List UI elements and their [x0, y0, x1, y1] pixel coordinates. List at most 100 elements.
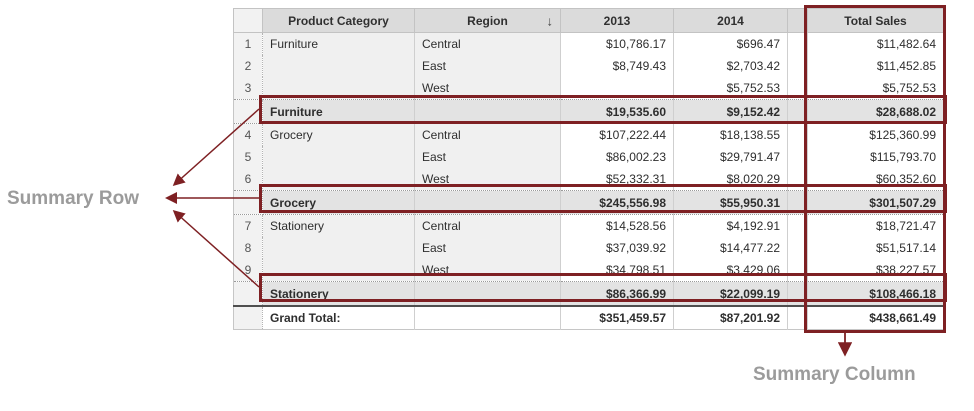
cell-region[interactable]: West: [414, 259, 561, 282]
cell-category[interactable]: [262, 259, 415, 282]
cell-category[interactable]: [262, 146, 415, 168]
row-number[interactable]: 1: [233, 32, 263, 55]
cell-total[interactable]: $60,352.60: [807, 168, 944, 191]
cell-category[interactable]: Grocery: [262, 123, 415, 146]
row-number: [233, 305, 263, 330]
column-header-2013[interactable]: 2013: [560, 8, 674, 33]
grand-total-label[interactable]: Grand Total:: [262, 305, 415, 330]
summary-row-grocery: Grocery $245,556.98 $55,950.31 $301,507.…: [233, 190, 944, 215]
spacer-cell: [787, 123, 808, 146]
cell-category[interactable]: [262, 55, 415, 77]
summary-2013[interactable]: $245,556.98: [560, 190, 674, 215]
cell-total[interactable]: $11,482.64: [807, 32, 944, 55]
cell-category[interactable]: Furniture: [262, 32, 415, 55]
cell-region[interactable]: Central: [414, 214, 561, 237]
cell-region[interactable]: West: [414, 77, 561, 100]
table-row: 4 Grocery Central $107,222.44 $18,138.55…: [233, 123, 944, 146]
cell-2013[interactable]: $107,222.44: [560, 123, 674, 146]
cell-2013[interactable]: $34,798.51: [560, 259, 674, 282]
column-header-region[interactable]: Region ↓: [414, 8, 561, 33]
cell-region[interactable]: Central: [414, 32, 561, 55]
cell-region[interactable]: Central: [414, 123, 561, 146]
summary-2013[interactable]: $19,535.60: [560, 99, 674, 124]
cell-category[interactable]: Stationery: [262, 214, 415, 237]
cell-2014[interactable]: $14,477.22: [673, 237, 788, 259]
grand-total-total[interactable]: $438,661.49: [807, 305, 944, 330]
cell-2014[interactable]: $3,429.06: [673, 259, 788, 282]
summary-total[interactable]: $28,688.02: [807, 99, 944, 124]
sort-descending-icon[interactable]: ↓: [546, 13, 554, 28]
row-number[interactable]: 4: [233, 123, 263, 146]
grand-total-2013[interactable]: $351,459.57: [560, 305, 674, 330]
grand-total-region: [414, 305, 561, 330]
cell-2014[interactable]: $8,020.29: [673, 168, 788, 191]
table-row: 6 West $52,332.31 $8,020.29 $60,352.60: [233, 168, 944, 191]
row-number[interactable]: 5: [233, 146, 263, 168]
cell-2014[interactable]: $29,791.47: [673, 146, 788, 168]
data-table-container: Product Category Region ↓ 2013 2014 Tota…: [233, 8, 944, 330]
spacer-cell: [787, 168, 808, 191]
summary-region: [414, 99, 561, 124]
cell-2013[interactable]: $37,039.92: [560, 237, 674, 259]
row-number[interactable]: 8: [233, 237, 263, 259]
spacer-cell: [787, 281, 808, 307]
cell-total[interactable]: $5,752.53: [807, 77, 944, 100]
table-row: 7 Stationery Central $14,528.56 $4,192.9…: [233, 214, 944, 237]
cell-region[interactable]: East: [414, 146, 561, 168]
summary-region: [414, 190, 561, 215]
spacer-cell: [787, 55, 808, 77]
cell-total[interactable]: $18,721.47: [807, 214, 944, 237]
spacer-cell: [787, 190, 808, 215]
summary-2014[interactable]: $55,950.31: [673, 190, 788, 215]
cell-2014[interactable]: $4,192.91: [673, 214, 788, 237]
summary-column-label: Summary Column: [753, 364, 916, 385]
cell-2014[interactable]: $5,752.53: [673, 77, 788, 100]
summary-total[interactable]: $108,466.18: [807, 281, 944, 307]
column-header-2014[interactable]: 2014: [673, 8, 788, 33]
cell-2014[interactable]: $2,703.42: [673, 55, 788, 77]
summary-row-stationery: Stationery $86,366.99 $22,099.19 $108,46…: [233, 281, 944, 307]
row-number[interactable]: 3: [233, 77, 263, 100]
cell-total[interactable]: $51,517.14: [807, 237, 944, 259]
cell-total[interactable]: $11,452.85: [807, 55, 944, 77]
cell-region[interactable]: West: [414, 168, 561, 191]
cell-2014[interactable]: $18,138.55: [673, 123, 788, 146]
region-header-label: Region: [467, 13, 508, 28]
summary-2013[interactable]: $86,366.99: [560, 281, 674, 307]
cell-category[interactable]: [262, 237, 415, 259]
cell-2013[interactable]: $8,749.43: [560, 55, 674, 77]
spacer-cell: [787, 32, 808, 55]
table-row: 5 East $86,002.23 $29,791.47 $115,793.70: [233, 146, 944, 168]
column-header-product-category[interactable]: Product Category: [262, 8, 415, 33]
row-number[interactable]: 7: [233, 214, 263, 237]
cell-2013[interactable]: [560, 77, 674, 100]
row-number[interactable]: 6: [233, 168, 263, 191]
summary-label[interactable]: Grocery: [262, 190, 415, 215]
cell-2014[interactable]: $696.47: [673, 32, 788, 55]
column-header-total-sales[interactable]: Total Sales: [807, 8, 944, 33]
row-number: [233, 190, 263, 215]
spacer-cell: [787, 305, 808, 330]
cell-region[interactable]: East: [414, 55, 561, 77]
summary-label[interactable]: Stationery: [262, 281, 415, 307]
cell-total[interactable]: $38,227.57: [807, 259, 944, 282]
cell-2013[interactable]: $86,002.23: [560, 146, 674, 168]
cell-category[interactable]: [262, 168, 415, 191]
table-row: 8 East $37,039.92 $14,477.22 $51,517.14: [233, 237, 944, 259]
cell-category[interactable]: [262, 77, 415, 100]
cell-2013[interactable]: $52,332.31: [560, 168, 674, 191]
summary-2014[interactable]: $9,152.42: [673, 99, 788, 124]
spacer-cell: [787, 214, 808, 237]
grand-total-2014[interactable]: $87,201.92: [673, 305, 788, 330]
cell-region[interactable]: East: [414, 237, 561, 259]
cell-total[interactable]: $115,793.70: [807, 146, 944, 168]
summary-label[interactable]: Furniture: [262, 99, 415, 124]
summary-total[interactable]: $301,507.29: [807, 190, 944, 215]
cell-total[interactable]: $125,360.99: [807, 123, 944, 146]
row-number[interactable]: 2: [233, 55, 263, 77]
summary-2014[interactable]: $22,099.19: [673, 281, 788, 307]
cell-2013[interactable]: $10,786.17: [560, 32, 674, 55]
cell-2013[interactable]: $14,528.56: [560, 214, 674, 237]
row-number[interactable]: 9: [233, 259, 263, 282]
